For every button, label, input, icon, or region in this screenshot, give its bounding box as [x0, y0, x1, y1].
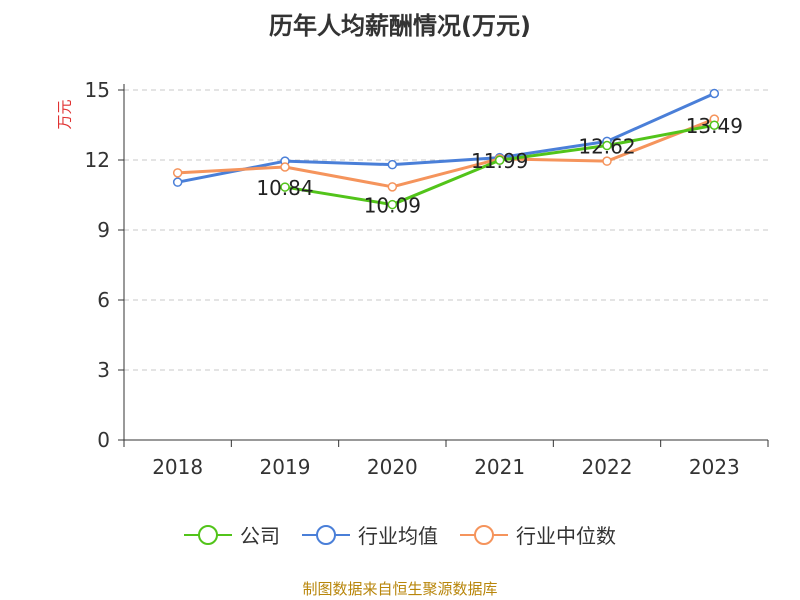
legend-circle	[474, 524, 494, 545]
x-tick-label: 2023	[689, 455, 740, 479]
data-point	[387, 159, 398, 170]
series-layer	[172, 88, 720, 210]
y-tick-label: 6	[97, 288, 110, 312]
legend-label: 公司	[240, 524, 280, 548]
data-point	[602, 140, 612, 151]
data-point	[280, 182, 290, 192]
series-line-2	[177, 117, 715, 189]
data-point	[494, 155, 505, 165]
legend-marker-icon	[184, 524, 232, 545]
data-point	[387, 199, 398, 210]
data-label: 10.09	[364, 194, 421, 218]
x-tick-label: 2021	[474, 455, 525, 479]
x-tick-label: 2019	[260, 455, 311, 479]
data-label: 11.99	[471, 149, 528, 173]
data-point	[387, 182, 398, 192]
data-point	[709, 120, 720, 130]
legend-item[interactable]: 公司	[184, 520, 280, 549]
y-tick-label: 12	[85, 148, 110, 172]
chart-title: 历年人均薪酬情况(万元)	[269, 12, 531, 40]
x-tick-label: 2018	[152, 455, 203, 479]
data-label: 13.49	[686, 114, 743, 138]
legend-circle	[316, 524, 336, 545]
y-tick-label: 15	[85, 78, 110, 102]
data-point	[602, 156, 612, 166]
legend-label: 行业均值	[358, 524, 438, 548]
data-point	[280, 162, 290, 172]
axes: 0 3 6 9 12 15 2018 2019 2020 2021 2022 2023	[85, 78, 769, 479]
legend-circle	[198, 524, 218, 545]
x-tick-label: 2022	[582, 455, 633, 479]
x-tick-label: 2020	[367, 455, 418, 479]
legend-marker-icon	[460, 524, 508, 545]
data-labels: 10.84 10.09 11.99 12.62 13.49	[256, 114, 743, 217]
legend-label: 行业中位数	[516, 524, 616, 548]
y-tick-label: 3	[97, 358, 110, 382]
legend-item[interactable]: 行业均值	[302, 520, 438, 549]
legend-item[interactable]: 行业中位数	[460, 520, 616, 549]
series-line-1	[177, 92, 715, 184]
data-point	[172, 177, 183, 187]
data-label: 12.62	[578, 135, 635, 159]
data-label: 10.84	[256, 176, 313, 200]
y-tick-label: 9	[97, 218, 110, 242]
data-point	[172, 168, 183, 178]
y-tick-label: 0	[97, 428, 110, 452]
legend: 公司 行业均值 行业中位数	[0, 520, 800, 549]
data-point	[709, 88, 720, 99]
legend-marker-icon	[302, 524, 350, 545]
source-note: 制图数据来自恒生聚源数据库	[302, 580, 498, 598]
